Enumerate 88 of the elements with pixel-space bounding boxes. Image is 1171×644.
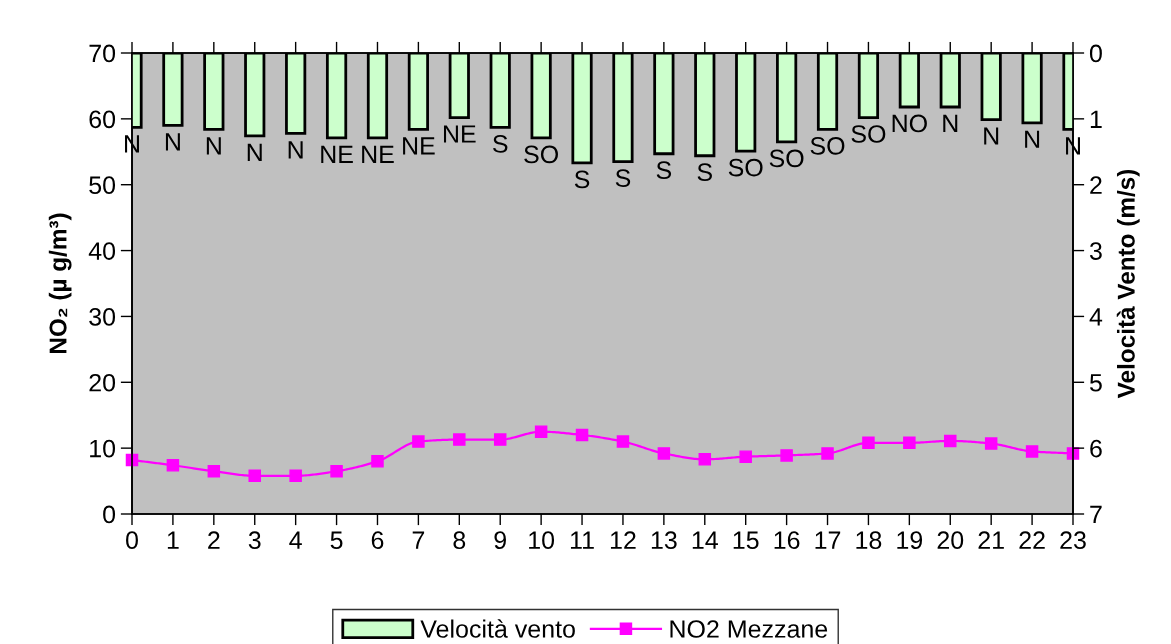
data-label: S — [574, 170, 590, 189]
x-tick-label: 20 — [937, 531, 964, 550]
x-tick-label: 23 — [1060, 531, 1086, 550]
point — [657, 447, 671, 460]
data-label: NE — [443, 125, 476, 143]
y-tick-label: 40 — [88, 242, 116, 260]
y2-tick-label: 7 — [1090, 505, 1102, 524]
data-label: S — [697, 163, 712, 182]
point — [289, 469, 302, 483]
y2-tick-label: 6 — [1090, 439, 1102, 458]
point — [207, 464, 221, 478]
x-tick-label: 3 — [248, 531, 261, 550]
data-label: NE — [362, 145, 394, 164]
data-label: N — [943, 114, 958, 133]
x-tick-label: 13 — [651, 531, 677, 550]
point — [371, 455, 384, 468]
legend-label: NO2 Mezzane — [670, 620, 828, 638]
x-tick-label: 7 — [412, 531, 425, 549]
point — [575, 428, 589, 442]
data-label: N — [1025, 130, 1040, 148]
x-tick-label: 15 — [733, 531, 759, 550]
x-tick-label: 11 — [570, 531, 594, 549]
point — [166, 459, 180, 472]
x-tick-label: 8 — [453, 531, 466, 550]
y-tick-label: 10 — [90, 439, 116, 458]
point — [412, 435, 425, 448]
data-label: S — [615, 169, 631, 187]
data-label: N — [165, 133, 180, 151]
point — [1025, 445, 1039, 458]
point — [821, 447, 834, 460]
point — [944, 434, 957, 448]
point — [984, 437, 998, 450]
point — [453, 433, 466, 446]
y2-tick-label: 2 — [1090, 176, 1102, 194]
point — [248, 469, 261, 483]
y-axis-title: NO₂ (µ g/m³) — [48, 213, 72, 353]
point — [616, 435, 630, 448]
point — [903, 436, 916, 450]
data-label: SO — [524, 145, 558, 164]
x-tick-label: 10 — [529, 531, 555, 550]
y-tick-label: 60 — [89, 110, 116, 129]
data-label: N — [206, 137, 221, 155]
x-tick-label: 1 — [167, 531, 179, 549]
y-tick-label: 70 — [89, 44, 116, 63]
x-tick-label: 6 — [371, 531, 384, 550]
y2-tick-label: 5 — [1089, 374, 1102, 392]
x-tick-label: 4 — [289, 531, 302, 549]
y-tick-label: 30 — [89, 308, 116, 326]
data-label: SO — [810, 137, 845, 155]
x-tick-label: 16 — [774, 531, 800, 550]
x-tick-label: 14 — [692, 531, 718, 549]
y-tick-label: 50 — [89, 176, 116, 195]
data-label: NO — [892, 114, 927, 133]
x-tick-label: 21 — [978, 531, 1004, 549]
x-tick-label: 18 — [856, 531, 882, 550]
point — [862, 436, 875, 450]
data-label: N — [288, 141, 303, 159]
point — [330, 464, 343, 478]
data-label: SO — [851, 125, 886, 143]
data-label: N — [984, 127, 999, 145]
data-label: NE — [321, 145, 353, 164]
x-tick-label: 2 — [208, 531, 220, 549]
data-label: N — [247, 143, 262, 162]
data-label: SO — [728, 158, 763, 177]
legend-label: Velocità vento — [420, 619, 575, 638]
x-tick-label: 9 — [494, 531, 506, 550]
x-tick-label: 19 — [897, 531, 923, 550]
point — [739, 450, 752, 463]
x-tick-label: 22 — [1019, 531, 1045, 549]
x-tick-label: 5 — [330, 531, 343, 550]
point — [780, 449, 793, 462]
x-tick-label: 17 — [815, 531, 841, 549]
data-label: S — [656, 161, 672, 180]
x-tick-label: 12 — [610, 531, 636, 549]
y2-tick-label: 3 — [1089, 242, 1102, 260]
point — [534, 425, 548, 438]
x-tick-label: 0 — [126, 531, 138, 550]
y2-axis-title: Velocità Vento (m/s) — [1116, 169, 1140, 399]
y2-tick-label: 0 — [1089, 44, 1102, 63]
data-label: S — [493, 135, 508, 153]
data-label: NE — [403, 137, 435, 155]
point — [698, 453, 712, 466]
y2-tick-label: 4 — [1089, 308, 1103, 326]
data-label: SO — [769, 149, 804, 168]
y-tick-label: 0 — [103, 505, 116, 524]
point — [493, 433, 507, 446]
y-tick-label: 20 — [89, 373, 116, 392]
y2-tick-label: 1 — [1090, 110, 1102, 128]
